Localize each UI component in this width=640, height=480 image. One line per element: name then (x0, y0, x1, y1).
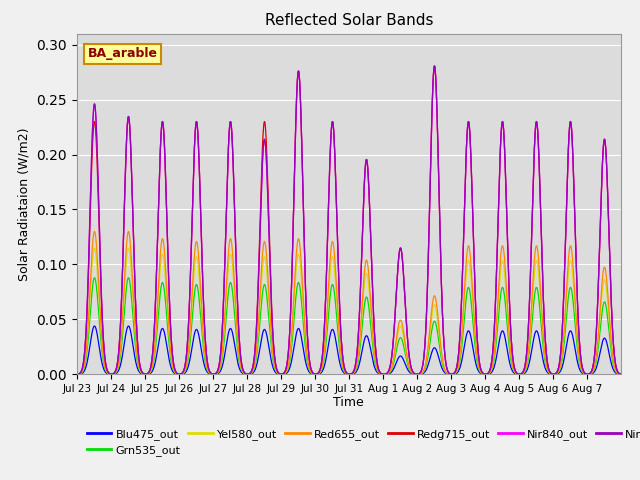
Nir945_out (525, 315, 532, 321)
Text: BA_arable: BA_arable (88, 48, 157, 60)
Blu475_out (91, 323, 99, 329)
Red655_out (379, 372, 387, 377)
Redg715_out (539, 283, 547, 288)
Blu475_out (525, 362, 532, 368)
Blu475_out (398, 355, 406, 360)
Red655_out (617, 372, 625, 377)
Grn535_out (369, 345, 377, 351)
Blu475_out (186, 358, 193, 363)
Nir840_out (499, 120, 506, 125)
Nir945_out (379, 372, 387, 377)
Nir840_out (539, 283, 547, 288)
Nir945_out (431, 63, 438, 69)
Grn535_out (91, 275, 99, 280)
Red655_out (186, 331, 193, 336)
Red655_out (499, 243, 506, 249)
Title: Reflected Solar Bands: Reflected Solar Bands (264, 13, 433, 28)
Line: Red655_out: Red655_out (77, 231, 621, 374)
Redg715_out (369, 295, 377, 300)
Blu475_out (369, 358, 377, 364)
Yel580_out (369, 337, 377, 343)
Nir840_out (398, 253, 406, 259)
Yel580_out (525, 346, 532, 352)
Grn535_out (499, 285, 506, 290)
Redg715_out (617, 372, 625, 377)
Line: Redg715_out: Redg715_out (77, 66, 621, 374)
Grn535_out (617, 372, 625, 377)
Redg715_out (431, 63, 438, 69)
Nir840_out (369, 295, 377, 300)
Redg715_out (379, 372, 387, 377)
Redg715_out (499, 120, 506, 125)
Redg715_out (186, 297, 193, 303)
Blu475_out (499, 328, 506, 334)
Line: Nir945_out: Nir945_out (77, 66, 621, 374)
Y-axis label: Solar Radiataion (W/m2): Solar Radiataion (W/m2) (18, 127, 31, 281)
Line: Nir840_out: Nir840_out (77, 66, 621, 374)
Nir945_out (398, 253, 406, 259)
Grn535_out (525, 352, 532, 358)
Red655_out (398, 321, 406, 327)
Redg715_out (398, 253, 406, 259)
Yel580_out (617, 372, 625, 377)
Yel580_out (379, 372, 387, 377)
Nir945_out (499, 120, 506, 125)
Red655_out (369, 332, 377, 338)
Nir840_out (73, 372, 81, 377)
Yel580_out (398, 327, 406, 333)
Redg715_out (525, 315, 532, 321)
Nir945_out (539, 283, 547, 288)
Line: Blu475_out: Blu475_out (77, 326, 621, 374)
Blu475_out (617, 372, 625, 377)
Yel580_out (91, 245, 99, 251)
Legend: Blu475_out, Grn535_out, Yel580_out, Red655_out, Redg715_out, Nir840_out, Nir945_: Blu475_out, Grn535_out, Yel580_out, Red6… (83, 424, 640, 460)
Red655_out (73, 372, 81, 377)
Nir840_out (617, 372, 625, 377)
Nir840_out (379, 372, 387, 377)
Nir840_out (186, 297, 193, 303)
Nir945_out (617, 372, 625, 377)
X-axis label: Time: Time (333, 396, 364, 408)
Grn535_out (73, 372, 81, 377)
Line: Grn535_out: Grn535_out (77, 277, 621, 374)
Blu475_out (73, 372, 81, 377)
Red655_out (525, 343, 532, 348)
Yel580_out (539, 332, 547, 337)
Blu475_out (539, 356, 547, 362)
Grn535_out (379, 372, 387, 377)
Blu475_out (379, 372, 387, 377)
Nir945_out (186, 297, 193, 303)
Nir840_out (431, 63, 438, 69)
Yel580_out (73, 372, 81, 377)
Red655_out (91, 228, 99, 234)
Nir840_out (525, 315, 532, 321)
Yel580_out (186, 336, 193, 341)
Yel580_out (499, 258, 506, 264)
Grn535_out (186, 344, 193, 349)
Redg715_out (73, 372, 81, 377)
Grn535_out (539, 341, 547, 347)
Nir945_out (369, 295, 377, 300)
Line: Yel580_out: Yel580_out (77, 248, 621, 374)
Nir945_out (73, 372, 81, 377)
Red655_out (539, 326, 547, 332)
Grn535_out (398, 337, 406, 343)
